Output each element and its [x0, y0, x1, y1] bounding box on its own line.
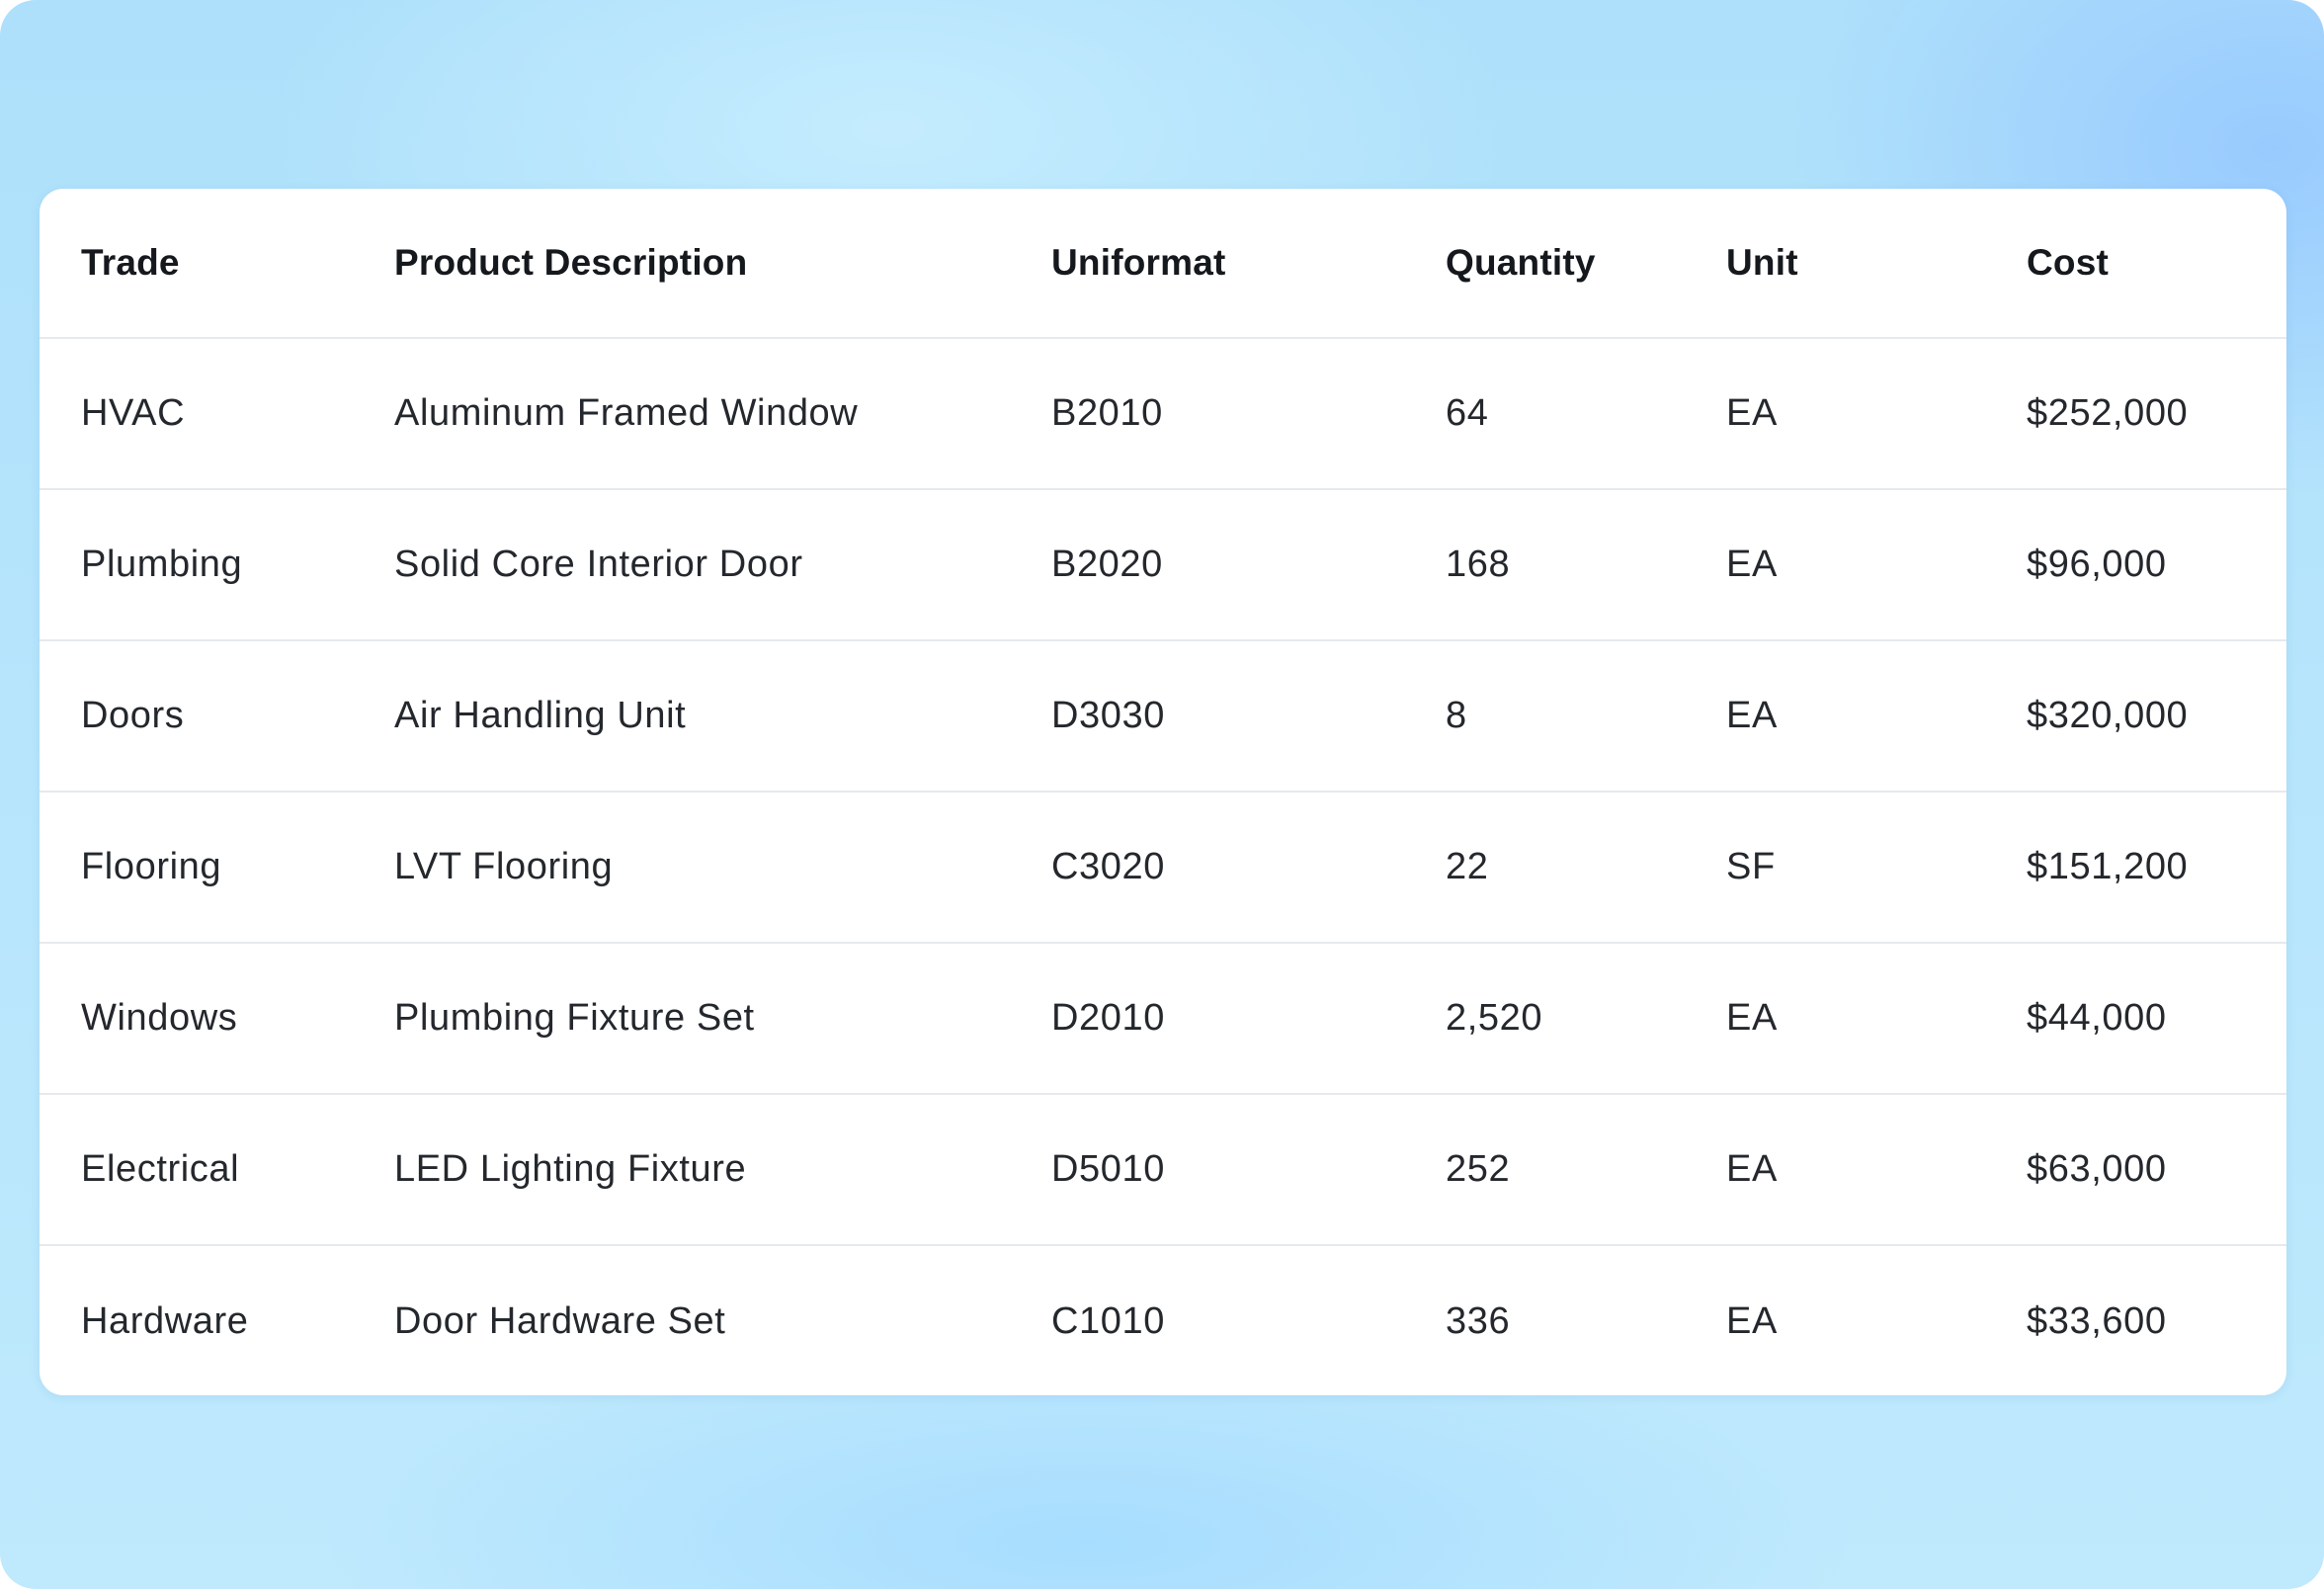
cell-quantity: 22 [1446, 846, 1489, 887]
cell-cost: $44,000 [2027, 997, 2167, 1039]
column-header-unit[interactable]: Unit [1726, 242, 1798, 283]
cell-product-description: Door Hardware Set [394, 1299, 726, 1342]
cell-trade: HVAC [81, 392, 186, 434]
table-row[interactable]: Electrical LED Lighting Fixture D5010 25… [40, 1094, 2286, 1245]
cell-trade: Plumbing [81, 544, 243, 585]
cell-uniformat: B2010 [1051, 392, 1163, 434]
cell-uniformat: D2010 [1051, 997, 1165, 1039]
header-row: Trade Product Description Uniformat Quan… [40, 189, 2286, 338]
cell-unit: EA [1726, 695, 1778, 736]
cell-uniformat: D5010 [1051, 1148, 1165, 1190]
cell-quantity: 8 [1446, 695, 1467, 736]
cost-table-card: Trade Product Description Uniformat Quan… [40, 189, 2286, 1395]
cell-quantity: 252 [1446, 1148, 1511, 1190]
cell-cost: $151,200 [2027, 846, 2189, 887]
cell-cost: $320,000 [2027, 695, 2189, 736]
cell-quantity: 2,520 [1446, 997, 1543, 1039]
cost-table: Trade Product Description Uniformat Quan… [40, 189, 2286, 1395]
cell-uniformat: C1010 [1051, 1299, 1165, 1342]
cell-product-description: LED Lighting Fixture [394, 1148, 747, 1190]
cell-quantity: 168 [1446, 544, 1511, 585]
cell-unit: EA [1726, 544, 1778, 585]
column-header-quantity[interactable]: Quantity [1446, 242, 1596, 283]
cell-quantity: 336 [1446, 1299, 1511, 1342]
cell-quantity: 64 [1446, 392, 1489, 434]
column-header-cost[interactable]: Cost [2027, 242, 2110, 283]
cell-unit: EA [1726, 997, 1778, 1039]
table-row[interactable]: Hardware Door Hardware Set C1010 336 EA … [40, 1245, 2286, 1395]
cell-product-description: Solid Core Interior Door [394, 544, 803, 585]
column-header-product-description[interactable]: Product Description [394, 242, 748, 283]
table-row[interactable]: Flooring LVT Flooring C3020 22 SF $151,2… [40, 792, 2286, 943]
cell-cost: $63,000 [2027, 1148, 2167, 1190]
cell-product-description: Air Handling Unit [394, 695, 687, 736]
cell-cost: $96,000 [2027, 544, 2167, 585]
cell-product-description: LVT Flooring [394, 846, 614, 887]
cell-uniformat: B2020 [1051, 544, 1163, 585]
table-row[interactable]: Windows Plumbing Fixture Set D2010 2,520… [40, 943, 2286, 1094]
cell-unit: EA [1726, 392, 1778, 434]
cell-unit: SF [1726, 846, 1776, 887]
column-header-uniformat[interactable]: Uniformat [1051, 242, 1226, 283]
table-row[interactable]: Doors Air Handling Unit D3030 8 EA $320,… [40, 640, 2286, 792]
table-row[interactable]: HVAC Aluminum Framed Window B2010 64 EA … [40, 338, 2286, 489]
column-header-trade[interactable]: Trade [81, 242, 180, 283]
cell-cost: $252,000 [2027, 392, 2189, 434]
cell-trade: Doors [81, 695, 185, 736]
cell-trade: Electrical [81, 1148, 240, 1190]
cell-trade: Windows [81, 997, 238, 1039]
cell-product-description: Plumbing Fixture Set [394, 997, 755, 1039]
table-body: HVAC Aluminum Framed Window B2010 64 EA … [40, 338, 2286, 1395]
cell-trade: Flooring [81, 846, 222, 887]
cell-unit: EA [1726, 1148, 1778, 1190]
cell-product-description: Aluminum Framed Window [394, 392, 859, 434]
cell-uniformat: C3020 [1051, 846, 1165, 887]
cell-unit: EA [1726, 1299, 1778, 1342]
table-header: Trade Product Description Uniformat Quan… [40, 189, 2286, 338]
cell-trade: Hardware [81, 1299, 249, 1342]
cell-cost: $33,600 [2027, 1299, 2167, 1342]
cell-uniformat: D3030 [1051, 695, 1165, 736]
table-row[interactable]: Plumbing Solid Core Interior Door B2020 … [40, 489, 2286, 640]
